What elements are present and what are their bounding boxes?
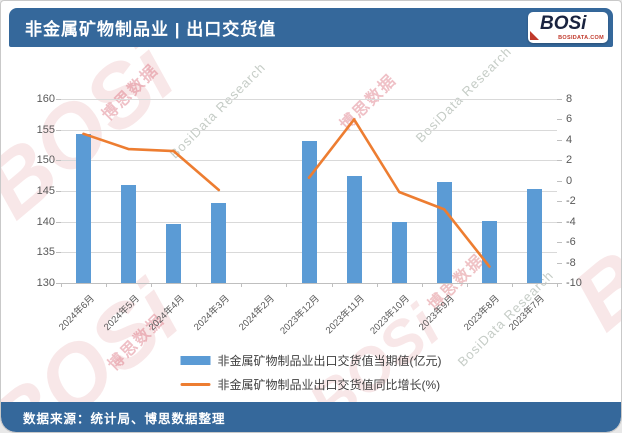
y-axis-left-tick bbox=[56, 221, 61, 223]
y-axis-right-tick-label: 8 bbox=[566, 93, 573, 105]
brand-logo: BOSi BOSIDATA.COM bbox=[528, 12, 608, 43]
y-axis-left-tick bbox=[56, 191, 61, 192]
x-axis-tick bbox=[286, 283, 288, 287]
y-axis-left-tick bbox=[56, 252, 61, 254]
x-axis-line bbox=[61, 283, 557, 284]
y-axis-left-tick-label: 155 bbox=[36, 123, 55, 136]
x-axis-tick bbox=[466, 283, 468, 287]
bar bbox=[391, 222, 407, 283]
y-axis-right-tick-label: 6 bbox=[566, 113, 573, 126]
y-axis-right-tick-label: -6 bbox=[566, 236, 576, 249]
bar bbox=[481, 221, 497, 283]
y-axis-right-tick bbox=[557, 180, 562, 182]
bar bbox=[211, 203, 227, 283]
bar bbox=[76, 133, 92, 283]
y-axis-left-tick bbox=[56, 99, 61, 100]
legend: 非金属矿物制品业出口交货值当期值(亿元) 非金属矿物制品业出口交货值同比增长(%… bbox=[180, 352, 442, 400]
y-axis-right-tick bbox=[557, 119, 562, 121]
y-axis-right-tick-label: -4 bbox=[566, 215, 576, 228]
gridline bbox=[61, 129, 557, 131]
y-axis-right-tick bbox=[557, 201, 562, 203]
x-axis-tick bbox=[241, 283, 243, 287]
y-axis-right-tick-label: 2 bbox=[566, 154, 573, 167]
y-axis-left-tick-label: 135 bbox=[36, 246, 55, 259]
page-title: 非金属矿物制品业 | 出口交货值 bbox=[25, 20, 277, 39]
y-axis-right-tick-label: -8 bbox=[566, 256, 576, 269]
bar bbox=[121, 184, 137, 283]
y-axis-left-tick bbox=[56, 129, 61, 131]
y-axis-left-tick-label: 130 bbox=[36, 277, 55, 289]
bar bbox=[436, 182, 452, 283]
x-axis-tick bbox=[511, 283, 513, 287]
logo-domain-text: BOSIDATA.COM bbox=[558, 35, 604, 41]
legend-label-bar-series: 非金属矿物制品业出口交货值当期值(亿元) bbox=[217, 354, 442, 368]
header-bar: 非金属矿物制品业 | 出口交货值 BOSi BOSIDATA.COM bbox=[9, 8, 613, 47]
y-axis-right-tick bbox=[557, 160, 562, 162]
x-axis-tick bbox=[61, 283, 62, 287]
legend-item-bar-series: 非金属矿物制品业出口交货值当期值(亿元) bbox=[180, 352, 442, 369]
legend-swatch-line bbox=[180, 383, 211, 386]
y-axis-left-tick bbox=[56, 160, 61, 162]
y-axis-left-tick bbox=[56, 283, 61, 284]
y-axis-right-tick bbox=[557, 221, 562, 223]
x-axis-tick bbox=[196, 283, 198, 287]
x-axis-tick bbox=[331, 283, 333, 287]
bar bbox=[526, 188, 542, 283]
x-axis-tick bbox=[106, 283, 108, 287]
x-axis-tick bbox=[376, 283, 378, 287]
y-axis-right-tick-label: 0 bbox=[566, 174, 573, 187]
y-axis-left-tick-label: 160 bbox=[36, 93, 55, 105]
y-axis-right-tick bbox=[557, 262, 562, 264]
data-source-text: 数据来源：统计局、博思数据整理 bbox=[23, 411, 226, 426]
x-axis-tick bbox=[151, 283, 153, 287]
legend-swatch-bar bbox=[180, 356, 211, 365]
logo-accent-triangle bbox=[530, 31, 539, 40]
legend-label-line-series: 非金属矿物制品业出口交货值同比增长(%) bbox=[217, 378, 441, 392]
y-axis-right-tick-label: -10 bbox=[566, 277, 582, 289]
y-axis-right-tick bbox=[557, 283, 562, 284]
gridline bbox=[61, 99, 557, 100]
logo-text: BOSi bbox=[540, 13, 587, 34]
trend-line bbox=[82, 132, 221, 192]
y-axis-left-tick-label: 145 bbox=[36, 185, 55, 197]
y-axis-right-tick bbox=[557, 139, 562, 141]
legend-item-line-series: 非金属矿物制品业出口交货值同比增长(%) bbox=[180, 376, 442, 393]
bar bbox=[166, 224, 182, 283]
y-axis-left-tick-label: 140 bbox=[36, 215, 55, 228]
y-axis-right-tick-label: -2 bbox=[566, 195, 576, 208]
x-axis-tick bbox=[421, 283, 423, 287]
y-axis-right-tick bbox=[557, 242, 562, 244]
x-axis-tick bbox=[557, 283, 558, 287]
y-axis-right-tick bbox=[557, 99, 562, 100]
footer-bar: 数据来源：统计局、博思数据整理 bbox=[1, 402, 621, 432]
bar bbox=[346, 175, 362, 283]
y-axis-left-tick-label: 150 bbox=[36, 154, 55, 167]
y-axis-right-tick-label: 4 bbox=[566, 133, 573, 146]
bar bbox=[301, 140, 317, 283]
